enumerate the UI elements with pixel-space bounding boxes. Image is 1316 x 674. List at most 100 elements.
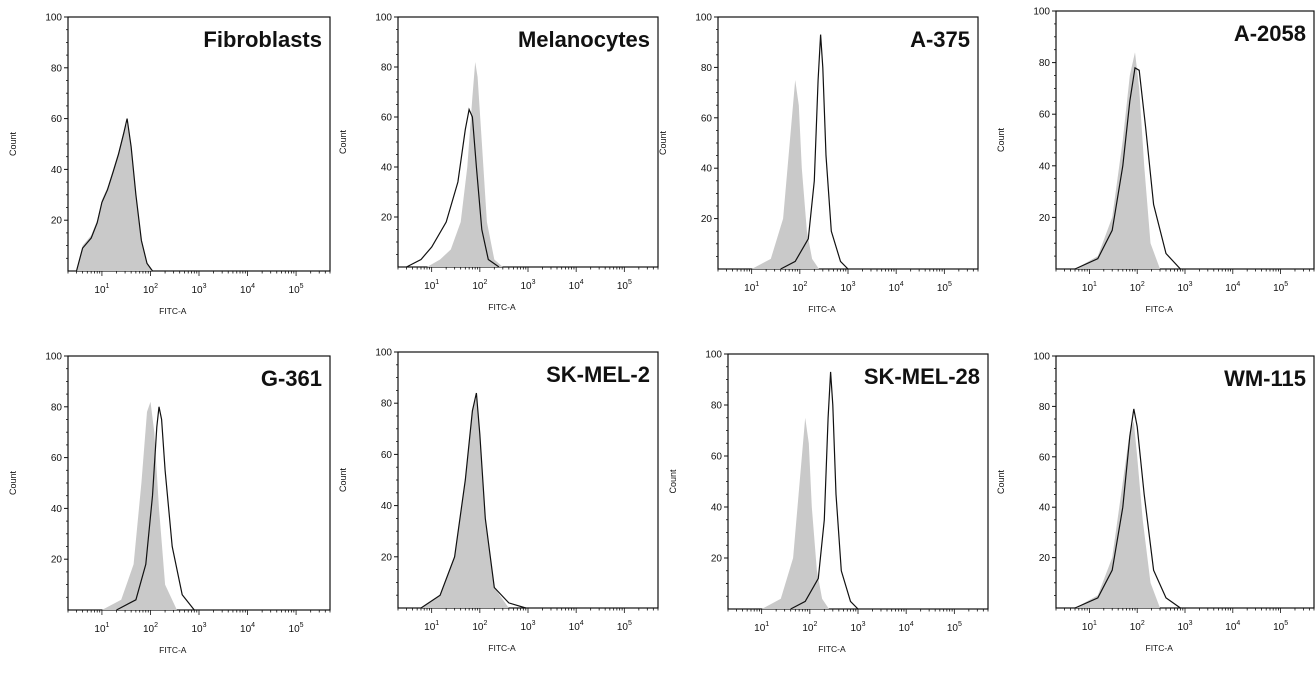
x-tick-label: 103 [850, 621, 865, 634]
x-tick-label: 105 [289, 283, 304, 296]
y-tick-label: 80 [1039, 58, 1051, 69]
x-tick-label: 102 [472, 620, 487, 633]
x-axis-label: FITC-A [159, 645, 187, 655]
histogram-panel: 20 40 60 80 100 101 102 103 104 105 FITC-A Count SK-… [338, 348, 659, 653]
x-tick-label: 102 [792, 281, 807, 294]
histogram-panel: 20 40 60 80 100 101 102 103 104 105 FITC-A Count WM-… [996, 352, 1315, 653]
y-axis-label: Count [996, 128, 1006, 153]
x-tick-label: 103 [191, 283, 206, 296]
isotype-histogram [426, 62, 503, 267]
y-tick-label: 40 [381, 501, 393, 512]
x-tick-label: 105 [617, 620, 632, 633]
panel-title: WM-115 [1224, 366, 1306, 391]
y-tick-label: 80 [711, 401, 723, 412]
stain-histogram-line [406, 107, 500, 268]
x-tick-label: 104 [240, 622, 255, 635]
stain-histogram-line [420, 392, 526, 609]
histogram-panel: 20 40 60 80 100 101 102 103 104 105 FITC-A Count A-3… [658, 13, 979, 314]
x-tick-label: 103 [191, 622, 206, 635]
panel-title: A-375 [910, 27, 970, 52]
x-axis-label: FITC-A [818, 644, 846, 654]
x-tick-label: 103 [520, 279, 535, 292]
x-axis-label: FITC-A [488, 302, 516, 312]
y-tick-label: 100 [1033, 7, 1050, 18]
y-tick-label: 80 [381, 399, 393, 410]
stain-histogram-line [116, 406, 195, 611]
x-tick-label: 105 [947, 621, 962, 634]
x-axis-label: FITC-A [488, 643, 516, 653]
plot-frame [397, 351, 659, 609]
y-axis-label: Count [8, 132, 18, 157]
x-tick-label: 103 [520, 620, 535, 633]
y-axis-label: Count [658, 131, 668, 156]
x-tick-label: 103 [1177, 281, 1192, 294]
isotype-histogram [751, 80, 820, 269]
stain-histogram-line [1074, 66, 1181, 270]
x-tick-label: 102 [802, 621, 817, 634]
isotype-histogram [761, 417, 830, 609]
plot-frame [1055, 10, 1315, 270]
y-tick-label: 40 [381, 163, 393, 174]
x-tick-label: 101 [1082, 620, 1097, 633]
x-tick-label: 101 [424, 620, 439, 633]
y-tick-label: 40 [51, 504, 63, 515]
y-axis-label: Count [8, 471, 18, 496]
y-tick-label: 100 [695, 13, 712, 24]
y-tick-label: 100 [705, 350, 722, 361]
histogram-panel: 20 40 60 80 100 101 102 103 104 105 FITC-A Count SK-… [668, 350, 989, 654]
y-tick-label: 20 [381, 213, 393, 224]
y-tick-label: 80 [1039, 402, 1051, 413]
x-tick-label: 105 [937, 281, 952, 294]
isotype-histogram [76, 123, 153, 271]
x-axis-label: FITC-A [1146, 304, 1174, 314]
x-tick-label: 104 [240, 283, 255, 296]
y-tick-label: 100 [45, 352, 62, 363]
x-axis-label: FITC-A [1146, 643, 1174, 653]
plot-frame [717, 16, 979, 270]
y-tick-label: 100 [45, 13, 62, 24]
isotype-histogram [1075, 52, 1161, 269]
panel-title: SK-MEL-2 [546, 362, 650, 387]
y-tick-label: 40 [701, 164, 713, 175]
plot-frame [397, 16, 659, 268]
plot-frame [67, 355, 331, 611]
x-tick-label: 105 [617, 279, 632, 292]
y-tick-label: 100 [375, 13, 392, 24]
x-tick-label: 105 [1273, 620, 1288, 633]
x-tick-label: 101 [744, 281, 759, 294]
x-tick-label: 101 [1082, 281, 1097, 294]
y-tick-label: 20 [701, 214, 713, 225]
y-tick-label: 40 [51, 165, 63, 176]
panel-title: A-2058 [1234, 21, 1306, 46]
isotype-histogram [101, 401, 177, 610]
isotype-histogram [420, 398, 509, 608]
isotype-histogram [1075, 421, 1161, 608]
panel-title: G-361 [261, 366, 322, 391]
y-tick-label: 80 [701, 63, 713, 74]
x-tick-label: 103 [840, 281, 855, 294]
y-tick-label: 20 [1039, 213, 1051, 224]
x-tick-label: 104 [899, 621, 914, 634]
x-axis-label: FITC-A [159, 306, 187, 316]
y-tick-label: 100 [1033, 352, 1050, 363]
y-tick-label: 20 [51, 555, 63, 566]
x-tick-label: 102 [143, 283, 158, 296]
x-tick-label: 104 [1225, 620, 1240, 633]
stain-histogram-line [1074, 408, 1181, 609]
x-tick-label: 104 [569, 620, 584, 633]
y-axis-label: Count [338, 130, 348, 155]
y-tick-label: 60 [1039, 452, 1051, 463]
x-axis-label: FITC-A [808, 304, 836, 314]
y-tick-label: 60 [51, 453, 63, 464]
y-axis-label: Count [338, 468, 348, 493]
y-tick-label: 20 [711, 554, 723, 565]
y-tick-label: 60 [51, 114, 63, 125]
y-tick-label: 20 [51, 216, 63, 227]
y-tick-label: 60 [381, 113, 393, 124]
y-tick-label: 60 [1039, 110, 1051, 121]
histogram-panel: 20 40 60 80 100 101 102 103 104 105 FITC-A Count Mel… [338, 13, 659, 312]
x-tick-label: 104 [569, 279, 584, 292]
histogram-panel: 20 40 60 80 100 101 102 103 104 105 FITC-A Count G-3… [8, 352, 331, 655]
y-tick-label: 60 [381, 450, 393, 461]
